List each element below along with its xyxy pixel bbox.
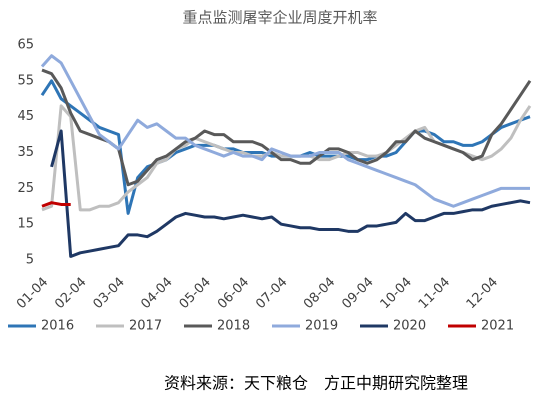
y-tick-label: 55 — [17, 73, 34, 88]
x-tick-label: 03-04 — [91, 275, 128, 312]
legend-label: 2020 — [393, 319, 426, 334]
series-line — [41, 104, 532, 212]
legend-label: 2018 — [217, 319, 250, 334]
x-tick-label: 01-04 — [14, 275, 51, 312]
x-tick-label: 11-04 — [416, 275, 453, 312]
y-tick-label: 15 — [17, 217, 34, 232]
legend-label: 2017 — [129, 319, 162, 334]
y-tick-label: 5 — [26, 253, 34, 268]
series-line — [50, 129, 531, 258]
legend-label: 2016 — [41, 319, 74, 334]
x-tick-label: 12-04 — [464, 275, 501, 312]
y-tick-label: 65 — [17, 38, 34, 53]
y-tick-label: 35 — [17, 145, 34, 160]
x-tick-label: 08-04 — [301, 275, 338, 312]
source-note: 资料来源：天下粮仓 方正中期研究院整理 — [164, 374, 468, 393]
y-tick-label: 25 — [17, 181, 34, 196]
x-tick-label: 04-04 — [138, 275, 175, 312]
series-line — [41, 201, 71, 208]
x-tick-label: 09-04 — [339, 275, 376, 312]
x-tick-label: 07-04 — [253, 275, 290, 312]
series-line — [40, 54, 530, 208]
x-tick-label: 05-04 — [177, 275, 214, 312]
x-tick-label: 10-04 — [378, 275, 415, 312]
x-tick-label: 06-04 — [215, 275, 252, 312]
legend-label: 2021 — [481, 319, 514, 334]
y-tick-label: 45 — [17, 109, 34, 124]
x-tick-label: 02-04 — [52, 275, 89, 312]
legend-label: 2019 — [305, 319, 338, 334]
chart-title: 重点监测屠宰企业周度开机率 — [182, 9, 377, 27]
series-line — [41, 68, 532, 187]
